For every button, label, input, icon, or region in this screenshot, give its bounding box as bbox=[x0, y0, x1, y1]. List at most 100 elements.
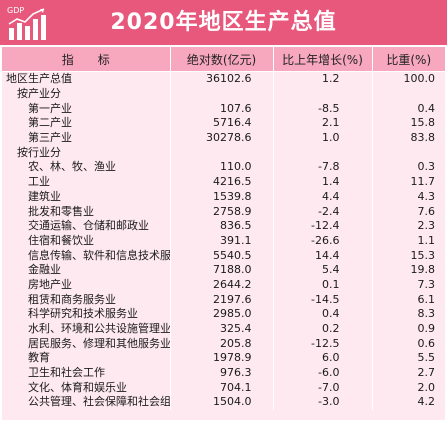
row-share: 100.0 bbox=[403, 72, 436, 86]
row-value: 836.5 bbox=[170, 218, 274, 234]
row-label: 租赁和商务服务业 bbox=[2, 292, 171, 307]
table-row: 科学研究和技术服务业 2985.0 0.4 8.3 bbox=[2, 307, 445, 322]
row-value: 110.0 bbox=[170, 160, 274, 175]
row-value: 2644.2 bbox=[170, 277, 274, 293]
row-value bbox=[170, 86, 274, 102]
table-row: 第二产业 5716.4 2.1 15.8 bbox=[2, 116, 445, 131]
table-row: 第一产业 107.6 -8.5 0.4 bbox=[2, 101, 445, 117]
row-growth: 1.0 bbox=[273, 130, 373, 146]
row-growth bbox=[273, 86, 373, 102]
row-value: 2197.6 bbox=[170, 292, 274, 307]
row-share: 6.1 bbox=[417, 292, 436, 306]
row-share: 4.3 bbox=[417, 189, 436, 203]
column-header-share: 比重(%) bbox=[372, 47, 445, 72]
row-share: 15.8 bbox=[410, 116, 436, 130]
row-label: 工业 bbox=[2, 174, 171, 190]
row-value: 2758.9 bbox=[170, 204, 274, 219]
logo-text: GDP bbox=[7, 6, 24, 15]
table-row: 金融业 7188.0 5.4 19.8 bbox=[2, 262, 445, 278]
row-growth: 5.4 bbox=[273, 262, 373, 278]
table-row: 居民服务、修理和其他服务业 205.8 -12.5 0.6 bbox=[2, 336, 445, 352]
row-label: 房地产业 bbox=[2, 277, 171, 293]
table-row: 信息传输、软件和信息技术服务业5540.514.4 15.3 bbox=[2, 248, 445, 263]
row-growth: -6.0 bbox=[273, 365, 373, 381]
row-label: 地区生产总值 bbox=[2, 71, 171, 87]
row-share: 0.6 bbox=[417, 336, 436, 350]
row-growth: -3.0 bbox=[273, 395, 373, 410]
row-label: 按行业分 bbox=[2, 145, 171, 161]
table-row: 水利、环境和公共设施管理业 325.4 0.2 0.9 bbox=[2, 321, 445, 337]
row-label: 建筑业 bbox=[2, 189, 171, 205]
row-share: 15.3 bbox=[410, 248, 436, 262]
row-label: 批发和零售业 bbox=[2, 204, 171, 219]
row-label: 第三产业 bbox=[2, 130, 171, 146]
row-growth: 1.4 bbox=[273, 174, 373, 190]
page-title: 2020年地区生产总值 bbox=[110, 10, 337, 35]
title-bar: GDP 2020年地区生产总值 bbox=[0, 0, 447, 45]
row-growth: 4.4 bbox=[273, 189, 373, 205]
row-value: 205.8 bbox=[170, 336, 274, 352]
row-growth: 2.1 bbox=[273, 116, 373, 131]
gdp-table: 指 标 绝对数(亿元) 比上年增长(%) 比重(%) 地区生产总值 36102.6… bbox=[2, 47, 445, 410]
row-value: 1978.9 bbox=[170, 351, 274, 366]
table-header-row: 指 标 绝对数(亿元) 比上年增长(%) 比重(%) bbox=[2, 47, 445, 72]
row-share: 8.3 bbox=[417, 307, 436, 321]
row-share: 0.4 bbox=[417, 101, 436, 115]
row-share: 11.7 bbox=[410, 175, 436, 189]
row-share bbox=[372, 145, 445, 160]
row-growth: 0.1 bbox=[273, 277, 373, 293]
table-row: 批发和零售业 2758.9 -2.4 7.6 bbox=[2, 204, 445, 219]
row-value bbox=[170, 145, 274, 161]
gdp-table-panel: 指 标 绝对数(亿元) 比上年增长(%) 比重(%) 地区生产总值 36102.6… bbox=[2, 47, 445, 420]
table-row: 按产业分 bbox=[2, 86, 445, 102]
row-value: 30278.6 bbox=[170, 130, 274, 146]
row-share: 5.5 bbox=[417, 351, 436, 365]
table-row: 租赁和商务服务业 2197.6 -14.5 6.1 bbox=[2, 292, 445, 307]
row-growth bbox=[273, 145, 373, 161]
table-row: 第三产业 30278.6 1.0 83.8 bbox=[2, 130, 445, 146]
column-header-indicator: 指 标 bbox=[2, 47, 171, 72]
row-growth: -26.6 bbox=[273, 233, 373, 249]
table-row: 文化、体育和娱乐业 704.1 -7.0 2.0 bbox=[2, 380, 445, 396]
row-value: 2985.0 bbox=[170, 307, 274, 322]
table-row: 房地产业 2644.2 0.1 7.3 bbox=[2, 277, 445, 293]
row-share: 1.1 bbox=[417, 233, 436, 247]
table-row: 按行业分 bbox=[2, 145, 445, 161]
row-growth: -7.0 bbox=[273, 380, 373, 396]
row-label: 文化、体育和娱乐业 bbox=[2, 380, 171, 396]
row-value: 325.4 bbox=[170, 321, 274, 337]
row-label: 农、林、牧、渔业 bbox=[2, 160, 171, 175]
row-value: 704.1 bbox=[170, 380, 274, 396]
row-growth: -12.5 bbox=[273, 336, 373, 352]
row-growth: -12.4 bbox=[273, 218, 373, 234]
row-label: 公共管理、社会保障和社会组织 bbox=[2, 395, 171, 410]
row-growth: -7.8 bbox=[273, 160, 373, 175]
table-row: 农、林、牧、渔业 110.0 -7.8 0.3 bbox=[2, 160, 445, 175]
table-row: 住宿和餐饮业 391.1 -26.6 1.1 bbox=[2, 233, 445, 249]
row-value: 1504.0 bbox=[170, 395, 274, 410]
table-row: 卫生和社会工作 976.3 -6.0 2.7 bbox=[2, 365, 445, 381]
table-row: 教育 1978.9 6.0 5.5 bbox=[2, 351, 445, 366]
row-share: 19.8 bbox=[410, 263, 436, 277]
row-label: 水利、环境和公共设施管理业 bbox=[2, 321, 171, 337]
row-growth: 6.0 bbox=[273, 351, 373, 366]
table-row: 工业 4216.5 1.4 11.7 bbox=[2, 174, 445, 190]
row-growth: 0.4 bbox=[273, 307, 373, 322]
row-label: 科学研究和技术服务业 bbox=[2, 307, 171, 322]
row-share: 7.3 bbox=[417, 277, 436, 291]
column-header-growth: 比上年增长(%) bbox=[273, 47, 373, 72]
row-growth: 0.2 bbox=[273, 321, 373, 337]
row-label: 按产业分 bbox=[2, 86, 171, 102]
row-growth: -8.5 bbox=[273, 101, 373, 117]
row-share: 2.0 bbox=[417, 380, 436, 394]
row-growth: -2.4 bbox=[273, 204, 373, 219]
row-label: 教育 bbox=[2, 351, 171, 366]
row-growth: 1.2 bbox=[273, 71, 373, 87]
row-share: 2.3 bbox=[417, 219, 436, 233]
row-share: 7.6 bbox=[417, 204, 436, 218]
column-header-value: 绝对数(亿元) bbox=[170, 47, 274, 72]
row-share: 4.2 bbox=[417, 395, 436, 409]
row-share: 2.7 bbox=[417, 366, 436, 380]
row-share bbox=[372, 87, 445, 102]
